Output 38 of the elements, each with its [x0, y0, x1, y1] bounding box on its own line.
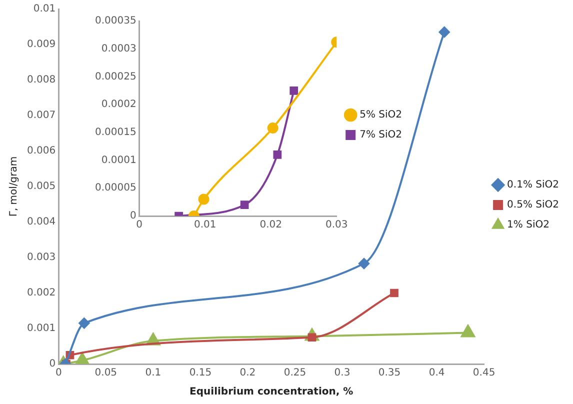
y-tick-label: 0.001: [26, 323, 56, 334]
legend-label: 7% SiO2: [360, 130, 402, 141]
y-tick-label: 0.005: [26, 181, 56, 192]
legend-label: 5% SiO2: [360, 110, 402, 121]
y-tick-label: 0.006: [26, 146, 56, 157]
y-tick-label: 0.00005: [94, 182, 136, 194]
y-tick-label: 0.0003: [101, 43, 136, 54]
x-tick-label: 0.02: [260, 220, 282, 231]
y-tick-label: 0.01: [33, 4, 56, 15]
y-tick-label: 0.00035: [94, 16, 136, 27]
y-tick-label: 0.0002: [101, 99, 136, 110]
y-tick-label: 0.004: [26, 216, 56, 228]
x-tick-label: 0.03: [325, 220, 348, 231]
x-tick-label: 0.2: [240, 368, 256, 379]
x-tick-label: 0.1: [145, 368, 162, 379]
y-tick-label: 0.007: [26, 110, 56, 122]
y-tick-label: 0: [130, 210, 136, 222]
y-tick-label: 0.002: [26, 288, 56, 299]
x-tick-label: 0.45: [472, 368, 496, 379]
y-tick-label: 0.008: [26, 74, 56, 86]
legend-label: 0.1% SiO2: [507, 180, 560, 191]
x-axis-title: Equilibrium concentration, %: [190, 386, 354, 398]
y-tick-label: 0.00015: [94, 127, 136, 138]
x-tick-label: 0.25: [284, 368, 306, 379]
y-tick-label: 0.009: [26, 39, 56, 50]
y-tick-label: 0: [49, 358, 56, 370]
x-tick-label: 0.35: [378, 368, 401, 379]
x-tick-label: 0.3: [334, 368, 350, 379]
x-tick-label: 0.15: [189, 368, 212, 379]
y-tick-label: 0.003: [26, 252, 56, 264]
x-tick-label: 0.01: [194, 220, 216, 231]
y-axis-title: Γ, mol/gram: [8, 156, 20, 217]
legend-label: 1% SiO2: [507, 220, 550, 231]
legend-label: 0.5% SiO2: [507, 200, 560, 211]
y-tick-label: 0.0001: [101, 154, 136, 166]
y-tick-label: 0.00025: [94, 71, 136, 82]
x-tick-label: 0.05: [94, 368, 118, 379]
x-tick-label: 0.4: [428, 368, 445, 379]
